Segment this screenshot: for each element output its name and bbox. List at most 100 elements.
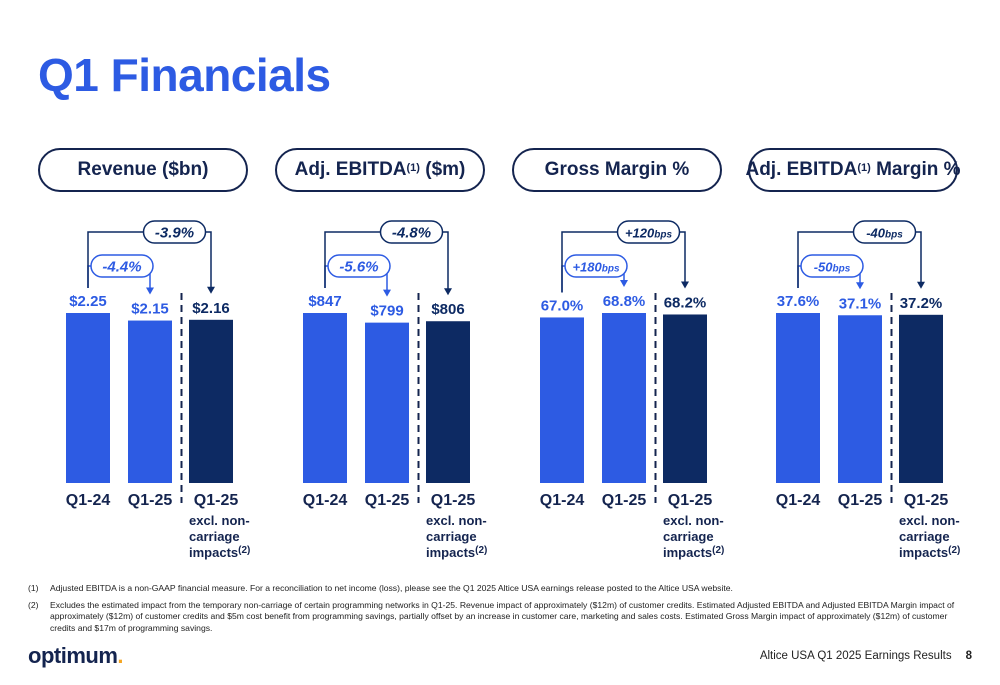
adj-ebitda-margin-chart-panel: Adj. EBITDA (1) Margin % 37.6% 37.1% 37.2% Q… (745, 148, 978, 568)
change-short-label-pill (90, 254, 154, 278)
change-long-label: -4.8% (392, 225, 431, 242)
data-label: 68.2% (664, 294, 707, 311)
bar (128, 320, 172, 483)
arrow-head (146, 287, 154, 295)
footnote-number: (2) (28, 599, 39, 610)
arrow-head (444, 288, 452, 296)
data-label: $799 (370, 303, 403, 320)
footer-text: Altice USA Q1 2025 Earnings Results (759, 650, 952, 662)
category-label: Q1-24 (303, 492, 348, 509)
category-label: Q1-25 (431, 492, 476, 509)
data-label: $2.15 (131, 301, 169, 318)
gross-margin-bar-chart: 67.0% 68.8% 68.2% Q1-24 Q1-25 Q1-25 excl. non-… (540, 220, 724, 560)
change-unit: bps (602, 264, 620, 275)
bar (838, 315, 882, 483)
change-unit: bps (654, 230, 672, 241)
bar (189, 319, 233, 483)
category-note: impacts(2) (189, 545, 250, 560)
bar (540, 317, 584, 483)
category-note: excl. non- (426, 513, 487, 528)
page-number: 8 (965, 650, 972, 662)
footnote-text: Adjusted EBITDA is a non-GAAP financial … (50, 583, 733, 593)
category-label: Q1-25 (602, 492, 647, 509)
change-short-label: -4.4% (102, 259, 141, 276)
category-note: carriage (899, 529, 950, 544)
chart-title: Gross Margin % (544, 159, 690, 180)
page-title: Q1 Financials (38, 49, 331, 101)
chart-title-pill: Revenue ($bn) (38, 148, 248, 192)
arrow-head (917, 281, 925, 289)
category-label: Q1-25 (668, 492, 713, 509)
footnote-text: Excludes the estimated impact from the t… (50, 599, 955, 633)
chart-title: Revenue ($bn) (77, 159, 209, 180)
footnote-ref: (2) (475, 545, 487, 556)
arrow-head (620, 280, 628, 287)
category-label: Q1-24 (540, 492, 585, 509)
chart-title: Adj. EBITDA (745, 159, 858, 180)
bar (426, 321, 470, 483)
logo-dot: . (117, 643, 124, 668)
change-short-label-pill (800, 254, 864, 278)
chart-title-suffix: ($m) (419, 159, 466, 180)
chart-title-pill: Adj. EBITDA (1) Margin % (745, 148, 961, 192)
change-unit: bps (885, 230, 903, 241)
change-long-label: -40bps (866, 226, 903, 241)
adj-ebitda-chart-panel: Adj. EBITDA (1) ($m) $847 $799 $806 Q1-24 Q1-… (275, 148, 505, 568)
data-label: 37.1% (839, 295, 882, 312)
data-label: 37.6% (777, 293, 820, 310)
change-long-label-pill (379, 220, 444, 244)
footnote-row: (2) Excludes the estimated impact from t… (28, 600, 973, 635)
category-note: carriage (663, 529, 714, 544)
revenue-chart-panel: Revenue ($bn) $2.25 $2.15 $2.16 Q1-24 Q1-25 Q… (38, 148, 268, 568)
bar (776, 313, 820, 483)
adj-ebitda-bar-chart: $847 $799 $806 Q1-24 Q1-25 Q1-25 excl. non-car… (303, 220, 487, 560)
category-note: impacts(2) (899, 545, 960, 560)
footer: Altice USA Q1 2025 Earnings Results 8 (760, 650, 972, 662)
chart-title: Adj. EBITDA (294, 159, 407, 180)
data-label: $2.16 (192, 300, 230, 317)
bar (66, 313, 110, 483)
category-note: excl. non- (663, 513, 724, 528)
chart-title-pill: Adj. EBITDA (1) ($m) (275, 148, 485, 192)
revenue-bar-chart: $2.25 $2.15 $2.16 Q1-24 Q1-25 Q1-25 excl. non-… (66, 220, 250, 560)
change-short-label: -5.6% (339, 259, 378, 276)
data-label: $847 (308, 293, 341, 310)
chart-title-footnote-ref: (1) (857, 162, 871, 174)
category-label: Q1-25 (365, 492, 410, 509)
change-short-label: -50bps (814, 260, 851, 275)
bar (602, 313, 646, 483)
change-long-label: +120bps (625, 226, 673, 241)
footnote-ref: (2) (948, 545, 960, 556)
change-long-label-pill (616, 220, 681, 244)
footnote-number: (1) (28, 583, 39, 593)
category-note: carriage (426, 529, 477, 544)
footnote-ref: (2) (238, 545, 250, 556)
chart-title-pill: Gross Margin % (512, 148, 722, 192)
optimum-logo: optimum. (28, 643, 123, 669)
change-long-label-pill (852, 220, 917, 244)
gross-margin-chart-panel: Gross Margin % 67.0% 68.8% 68.2% Q1-24 Q1-25… (512, 148, 742, 568)
data-label: 37.2% (900, 295, 943, 312)
change-short-label-pill (564, 254, 628, 278)
category-label: Q1-25 (128, 492, 173, 509)
data-label: $806 (431, 301, 464, 318)
arrow-head (207, 286, 215, 294)
category-label: Q1-24 (776, 492, 821, 509)
change-long-label-pill (142, 220, 207, 244)
change-long-label: -3.9% (155, 225, 194, 242)
arrow-head (383, 289, 391, 297)
category-note: impacts(2) (426, 545, 487, 560)
category-note: impacts(2) (663, 545, 724, 560)
data-label: $2.25 (69, 293, 107, 310)
bar (303, 313, 347, 483)
bar (899, 314, 943, 483)
adj-ebitda-margin-bar-chart: 37.6% 37.1% 37.2% Q1-24 Q1-25 Q1-25 excl. non-… (776, 220, 960, 560)
data-label: 67.0% (541, 297, 584, 314)
chart-title-footnote-ref: (1) (406, 162, 420, 174)
footnotes: (1) Adjusted EBITDA is a non-GAAP financ… (28, 583, 973, 639)
category-label: Q1-24 (66, 492, 111, 509)
chart-title-suffix: Margin % (870, 159, 961, 180)
logo-text: optimum (28, 643, 118, 668)
category-note: excl. non- (189, 513, 250, 528)
category-label: Q1-25 (194, 492, 239, 509)
